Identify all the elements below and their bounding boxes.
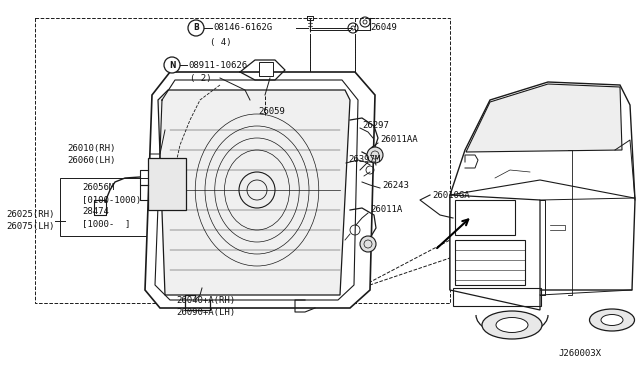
Ellipse shape [482, 311, 542, 339]
Text: J260003X: J260003X [558, 350, 601, 359]
Bar [60, 178, 180, 236]
Text: B: B [193, 23, 199, 32]
Text: 26010GA: 26010GA [432, 190, 470, 199]
Text: 26011AA: 26011AA [380, 135, 418, 144]
Text: 26297: 26297 [362, 121, 389, 129]
Text: 26025(RH): 26025(RH) [6, 211, 54, 219]
Bar [35, 18, 450, 303]
Text: 26075(LH): 26075(LH) [6, 222, 54, 231]
Bar [455, 200, 515, 235]
Bar [148, 158, 186, 210]
Text: ( 4): ( 4) [210, 38, 232, 46]
Ellipse shape [601, 314, 623, 326]
Ellipse shape [589, 309, 634, 331]
Circle shape [367, 147, 383, 163]
Text: 26040+A(RH): 26040+A(RH) [176, 295, 235, 305]
Polygon shape [450, 195, 540, 310]
Text: 08911-10626: 08911-10626 [188, 61, 247, 70]
Bar [455, 240, 525, 285]
Bar [259, 62, 273, 76]
Ellipse shape [496, 317, 528, 333]
Text: [1000-  ]: [1000- ] [82, 219, 131, 228]
Text: [0100-1000): [0100-1000) [82, 196, 141, 205]
Text: 26056M: 26056M [82, 183, 115, 192]
Polygon shape [466, 84, 622, 152]
Text: 26243: 26243 [382, 180, 409, 189]
Circle shape [164, 57, 180, 73]
Polygon shape [450, 82, 635, 290]
Text: 08146-6162G: 08146-6162G [213, 23, 272, 32]
Circle shape [188, 20, 204, 36]
Text: N: N [169, 61, 175, 70]
Text: 26059: 26059 [258, 108, 285, 116]
Text: 26011A: 26011A [370, 205, 403, 215]
Polygon shape [145, 72, 375, 308]
Bar [453, 288, 541, 306]
Text: 26049: 26049 [370, 23, 397, 32]
Text: 26060(LH): 26060(LH) [67, 155, 115, 164]
Text: ( 2): ( 2) [190, 74, 211, 83]
Text: 28474: 28474 [82, 208, 109, 217]
Text: 26010(RH): 26010(RH) [67, 144, 115, 153]
Polygon shape [158, 90, 350, 295]
Text: 26090+A(LH): 26090+A(LH) [176, 308, 235, 317]
Circle shape [360, 236, 376, 252]
Text: 26397M: 26397M [348, 155, 380, 164]
